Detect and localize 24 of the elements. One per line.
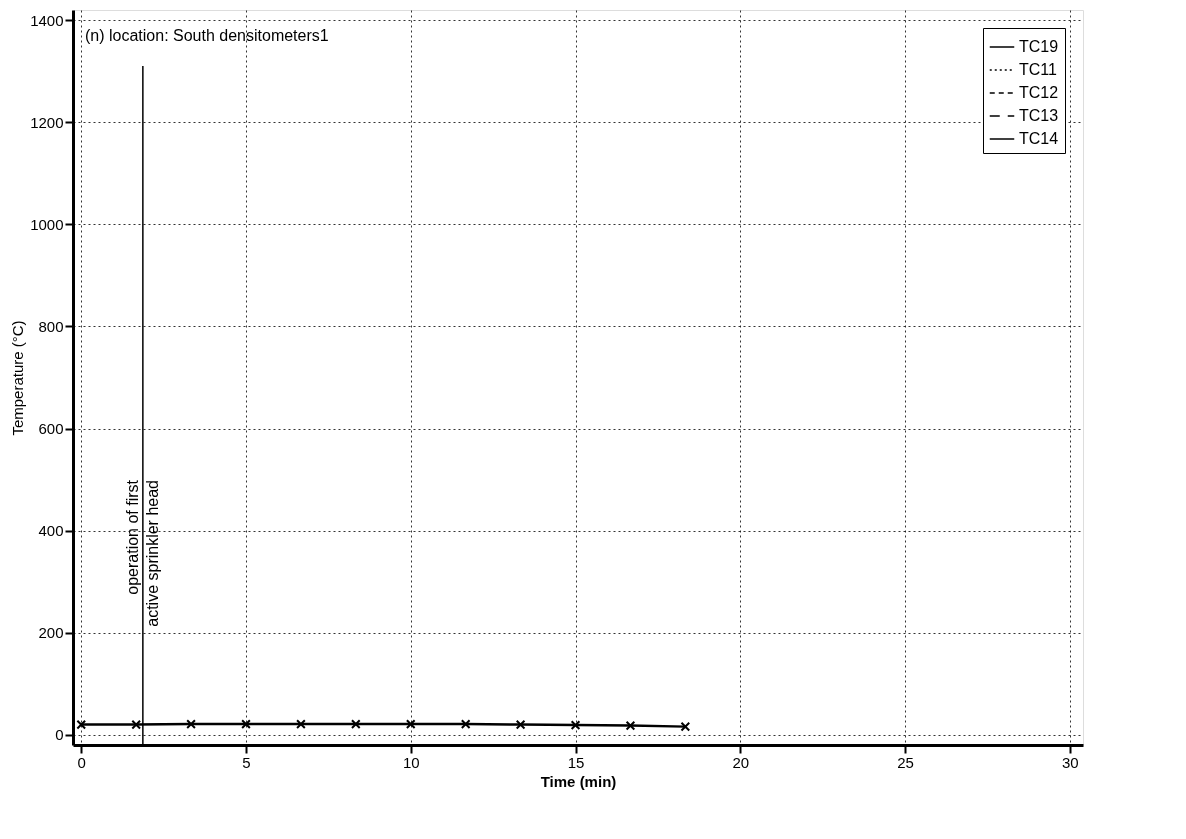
x-tick-label: 25 (897, 753, 914, 771)
legend-label: TC11 (1019, 61, 1058, 78)
x-tick-label: 0 (77, 753, 86, 771)
legend-label: TC19 (1019, 38, 1059, 55)
y-tick-label: 1200 (30, 113, 64, 131)
y-tick-label: 1400 (30, 11, 64, 29)
legend-label: TC14 (1019, 130, 1059, 147)
y-tick-label: 0 (55, 726, 64, 744)
y-tick-label: 600 (38, 420, 64, 438)
x-tick-label: 5 (242, 753, 251, 771)
legend-label: TC13 (1019, 107, 1059, 124)
y-axis-title: Temperature (°C) (9, 320, 27, 436)
x-tick-label: 10 (402, 753, 420, 771)
y-tick-label: 1000 (30, 215, 64, 233)
x-tick-label: 30 (1061, 753, 1079, 771)
legend-label: TC12 (1019, 84, 1059, 101)
x-tick-label: 20 (732, 753, 750, 771)
text: (n) location: South densitometers1 (85, 27, 329, 44)
ref-line-label: operation of first active sprinkler head (123, 479, 161, 627)
x-axis-title: Time (min) (540, 772, 617, 790)
y-tick-label: 400 (38, 522, 64, 540)
x-tick-label: 15 (567, 753, 585, 771)
y-tick-label: 800 (38, 317, 64, 335)
y-tick-label: 200 (38, 624, 64, 642)
